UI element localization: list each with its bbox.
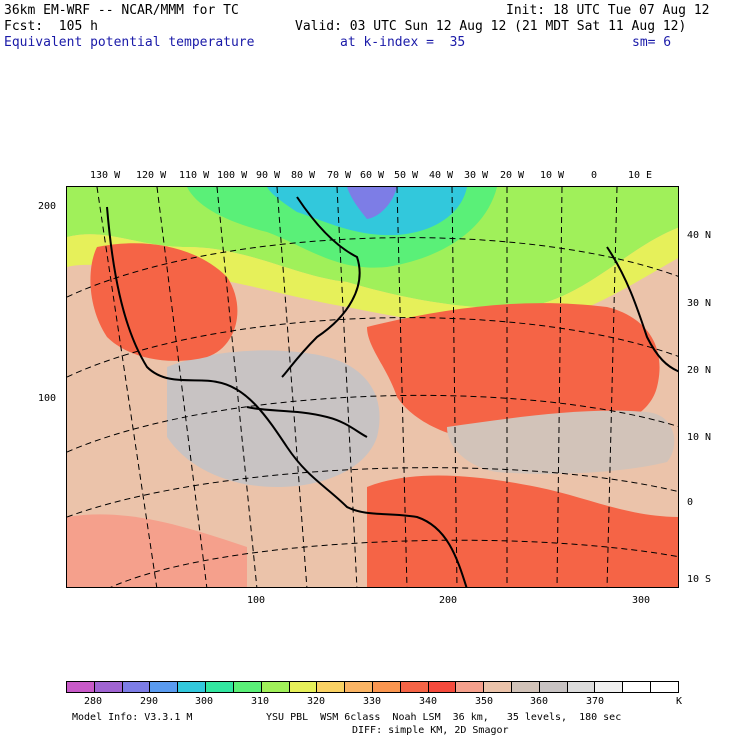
lon-label: 40 W: [429, 170, 454, 181]
colorbar-swatch: [512, 682, 540, 692]
model-title: 36km EM-WRF -- NCAR/MMM for TC: [4, 3, 239, 18]
level-index: at k-index = 35: [340, 35, 466, 50]
colorbar-swatch: [67, 682, 95, 692]
grid-y-tick: 200: [38, 201, 57, 212]
lon-label: 100 W: [217, 170, 248, 181]
lon-label: 0: [591, 170, 598, 181]
colorbar-label: 360: [530, 696, 549, 707]
pacific-warm-zone: [67, 514, 247, 587]
lon-label: 30 W: [464, 170, 489, 181]
init-time: Init: 18 UTC Tue 07 Aug 12: [506, 3, 710, 18]
colorbar-label: 370: [586, 696, 605, 707]
coldest-spot: [347, 187, 397, 219]
graticule: [67, 187, 678, 587]
colorbar-label: 290: [140, 696, 159, 707]
grid-x-tick: 200: [439, 595, 458, 606]
colorbar-swatch: [456, 682, 485, 692]
grid-y-tick: 100: [38, 393, 57, 404]
colorbar-swatch: [233, 682, 262, 692]
lon-label: 120 W: [136, 170, 167, 181]
lon-label: 80 W: [291, 170, 316, 181]
colorbar-swatch: [567, 682, 596, 692]
colorbar-swatch: [651, 682, 678, 692]
colorbar: [66, 681, 679, 693]
coastlines: [106, 196, 678, 587]
mid-band: [67, 227, 678, 327]
colorbar-swatch: [206, 682, 234, 692]
colorbar-swatch: [484, 682, 512, 692]
lat-label: 10 N: [687, 432, 712, 443]
grid-x-tick: 100: [247, 595, 266, 606]
colorbar-swatch: [345, 682, 373, 692]
colorbar-swatch: [623, 682, 652, 692]
colorbar-swatch: [94, 682, 123, 692]
colorbar-label: 350: [475, 696, 494, 707]
valid-time: Valid: 03 UTC Sun 12 Aug 12 (21 MDT Sat …: [295, 19, 687, 34]
map-canvas: [67, 187, 678, 587]
south-warm-zone: [367, 475, 678, 587]
colorbar-label: 330: [363, 696, 382, 707]
lon-label: 50 W: [394, 170, 419, 181]
diffusion-info: DIFF: simple KM, 2D Smagor: [352, 725, 509, 736]
colorbar-swatch: [150, 682, 179, 692]
colorbar-swatch: [122, 682, 151, 692]
lat-label: 40 N: [687, 230, 712, 241]
colorbar-swatch: [289, 682, 318, 692]
physics-info: YSU PBL WSM 6class Noah LSM 36 km, 35 le…: [266, 712, 622, 723]
colorbar-label: 340: [419, 696, 438, 707]
colorbar-swatch: [428, 682, 457, 692]
colorbar-swatch: [539, 682, 568, 692]
colorbar-label: 320: [307, 696, 326, 707]
colorbar-swatch: [595, 682, 624, 692]
colorbar-swatch: [400, 682, 429, 692]
colorbar-label: 310: [251, 696, 270, 707]
field-name: Equivalent potential temperature: [4, 35, 255, 50]
lon-label: 130 W: [90, 170, 121, 181]
lon-label: 10 W: [540, 170, 565, 181]
colorbar-swatch: [261, 682, 290, 692]
itcz-zone: [447, 410, 675, 474]
lat-label: 0: [687, 497, 694, 508]
colorbar-swatch: [372, 682, 401, 692]
colorbar-label: 280: [84, 696, 103, 707]
model-info: Model Info: V3.3.1 M: [72, 712, 193, 723]
lon-label: 10 E: [628, 170, 653, 181]
lon-label: 90 W: [256, 170, 281, 181]
us-heat-zone: [90, 243, 238, 361]
grid-x-tick: 300: [632, 595, 651, 606]
colorbar-swatch: [178, 682, 207, 692]
smoothing: sm= 6: [632, 35, 672, 50]
colorbar-swatch: [317, 682, 346, 692]
forecast-hour: Fcst: 105 h: [4, 19, 98, 34]
lat-label: 30 N: [687, 298, 712, 309]
lon-label: 20 W: [500, 170, 525, 181]
colorbar-label: 300: [195, 696, 214, 707]
theta-e-map: [66, 186, 679, 588]
lat-label: 20 N: [687, 365, 712, 376]
colorbar-unit: K: [676, 696, 683, 707]
lon-label: 60 W: [360, 170, 385, 181]
caribbean-moist-zone: [167, 350, 380, 487]
atlantic-warm-core: [367, 303, 660, 443]
lat-label: 10 S: [687, 574, 712, 585]
lon-label: 70 W: [327, 170, 352, 181]
lon-label: 110 W: [179, 170, 210, 181]
